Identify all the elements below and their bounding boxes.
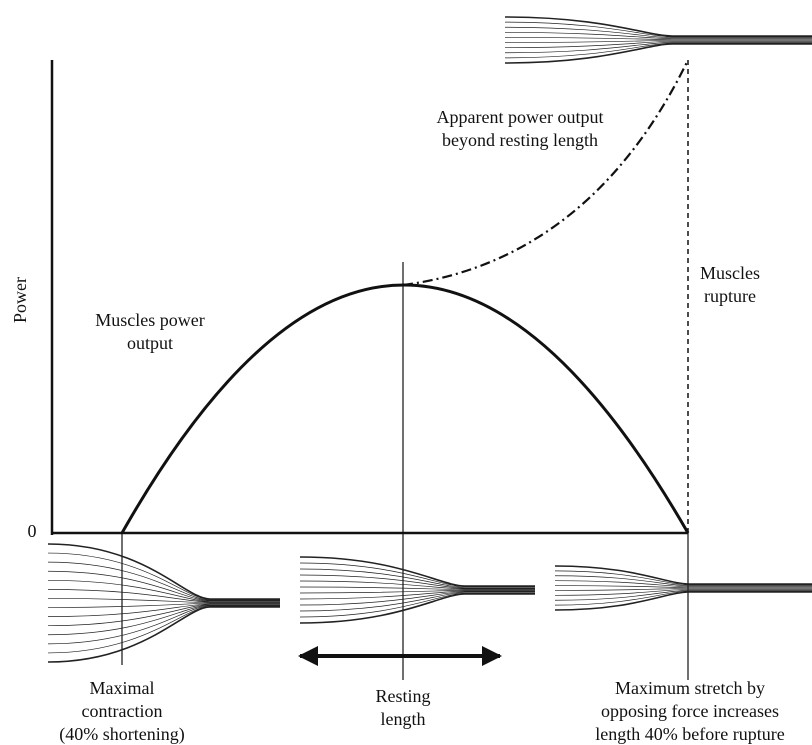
- muscle-fiber: [300, 563, 535, 587]
- state-label: length: [381, 709, 426, 729]
- state-label: Maximal: [90, 678, 155, 698]
- y-axis-label: Power: [10, 277, 30, 323]
- annotation: beyond resting length: [442, 130, 598, 150]
- annotation: Apparent power output: [437, 107, 604, 127]
- apparent-curve: [403, 60, 688, 285]
- state-label: length 40% before rupture: [595, 724, 784, 744]
- drawing: [52, 60, 688, 680]
- muscle-drawing: [555, 566, 812, 610]
- muscle-fiber: [48, 544, 280, 599]
- annotation: output: [127, 333, 173, 353]
- muscle-fiber: [300, 593, 535, 617]
- state-label: (40% shortening): [59, 724, 184, 745]
- muscle-drawing: [300, 557, 535, 623]
- state-label: opposing force increases: [601, 701, 779, 721]
- annotation: Muscles power: [95, 310, 204, 330]
- power-curve: [122, 285, 688, 533]
- annotation: rupture: [704, 286, 756, 306]
- muscle-drawing: [48, 544, 280, 662]
- diagram: Power 0 Muscles power output Apparent powe…: [0, 0, 812, 745]
- muscle-drawing: [505, 17, 812, 63]
- muscle-fiber: [48, 607, 280, 662]
- state-label: contraction: [82, 701, 163, 721]
- state-label: Maximum stretch by: [615, 678, 765, 698]
- state-label: Resting: [375, 686, 430, 706]
- muscle-fiber: [300, 593, 535, 611]
- annotation: Muscles: [700, 263, 760, 283]
- muscle-fiber: [300, 569, 535, 587]
- origin-label: 0: [28, 521, 37, 541]
